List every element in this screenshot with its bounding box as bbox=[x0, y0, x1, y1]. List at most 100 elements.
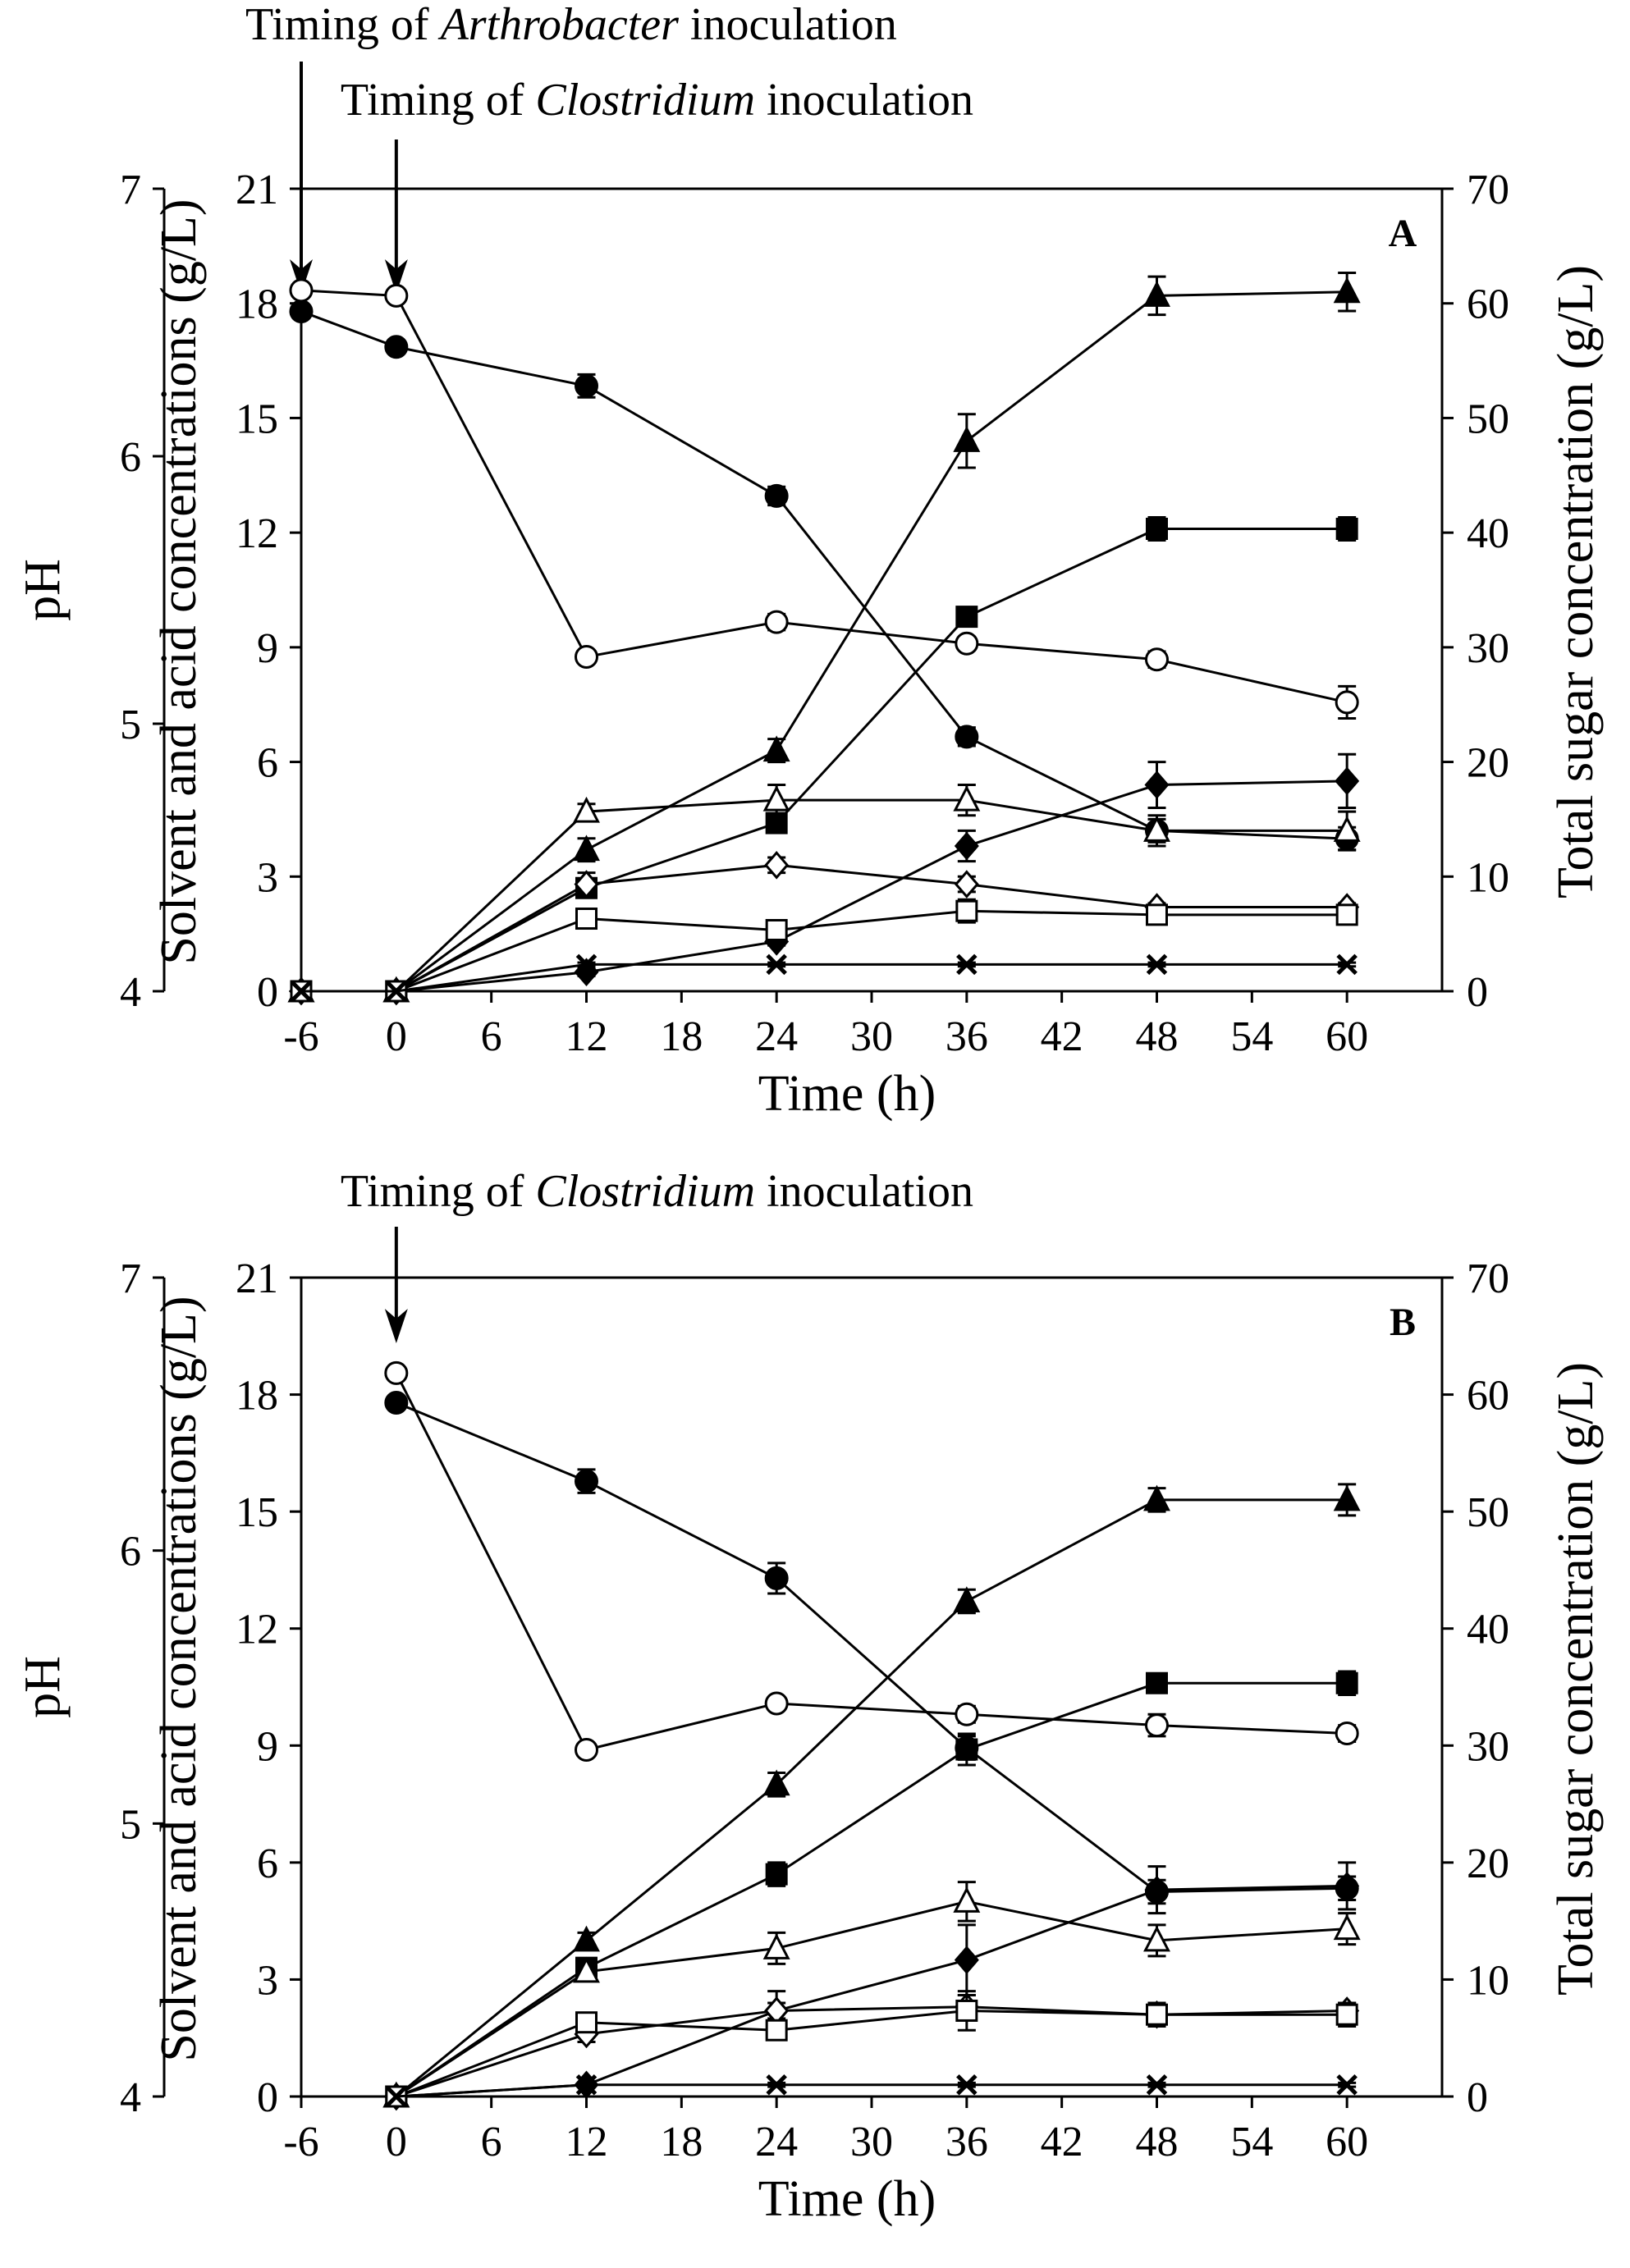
x-tick-label: 6 bbox=[481, 1013, 502, 1060]
annotation-text: inoculation bbox=[755, 75, 973, 126]
data-point bbox=[575, 373, 598, 398]
data-point bbox=[765, 918, 788, 941]
data-point bbox=[956, 953, 978, 976]
sugar-axis-title: Total sugar concentration (g/L) bbox=[1548, 265, 1604, 899]
x-tick-label: 24 bbox=[755, 2119, 798, 2165]
data-point bbox=[575, 1738, 598, 1763]
data-point bbox=[291, 981, 312, 1002]
data-point bbox=[1146, 2074, 1168, 2096]
conc-tick-label: 6 bbox=[257, 1840, 278, 1887]
data-point bbox=[954, 831, 979, 861]
data-point bbox=[765, 2019, 788, 2042]
inoculation-annotation: Timing of Clostridium inoculation bbox=[341, 75, 973, 126]
x-tick-label: 18 bbox=[660, 1013, 703, 1060]
inoculation-arrow-head bbox=[384, 1309, 408, 1343]
sugar-tick-label: 70 bbox=[1467, 167, 1509, 213]
series-circle-open bbox=[384, 1360, 1359, 1763]
conc-tick-label: 15 bbox=[236, 396, 278, 442]
series-line bbox=[301, 527, 1348, 993]
series-circle-open bbox=[289, 278, 1359, 720]
data-point bbox=[575, 645, 598, 669]
annotation-organism: Arthrobacter bbox=[437, 0, 680, 50]
data-point bbox=[384, 335, 409, 359]
conc-tick-label: 0 bbox=[257, 2074, 278, 2121]
series-line bbox=[396, 2009, 1348, 2098]
inoculation-arrow-head bbox=[384, 259, 408, 294]
conc-tick-label: 21 bbox=[236, 1255, 278, 1302]
conc-tick-label: 3 bbox=[257, 1957, 278, 2004]
panel-label: B bbox=[1390, 1301, 1416, 1344]
x-tick-label: 6 bbox=[481, 2119, 502, 2165]
series-triangle-open bbox=[287, 784, 1361, 1003]
data-point bbox=[955, 631, 979, 656]
sugar-tick-label: 40 bbox=[1467, 1607, 1509, 1653]
series-line bbox=[395, 1498, 1348, 2098]
x-tick-label: 12 bbox=[565, 2119, 608, 2165]
data-point bbox=[762, 1769, 790, 1796]
series-line bbox=[396, 1884, 1348, 2098]
x-tick-label: 48 bbox=[1136, 1013, 1179, 1060]
data-point bbox=[1146, 2003, 1168, 2026]
series-triangle-filled bbox=[382, 1483, 1361, 2108]
data-point bbox=[1333, 1484, 1361, 1511]
conc-tick-label: 15 bbox=[236, 1489, 278, 1536]
conc-axis-title: Solvent and acid concentrations (g/L) bbox=[151, 199, 207, 964]
data-point bbox=[954, 870, 979, 899]
data-point bbox=[955, 725, 979, 749]
x-tick-label: 60 bbox=[1326, 2119, 1368, 2165]
data-point bbox=[289, 278, 314, 303]
series-triangle-filled bbox=[287, 271, 1361, 1003]
series-diamond-open bbox=[383, 1992, 1360, 2111]
data-point bbox=[1143, 816, 1170, 842]
data-point bbox=[764, 1691, 789, 1716]
ph-axis-title: pH bbox=[15, 1656, 71, 1718]
sugar-tick-label: 30 bbox=[1467, 1723, 1509, 1770]
x-tick-label: 30 bbox=[850, 1013, 893, 1060]
data-point bbox=[1145, 1713, 1169, 1738]
sugar-tick-label: 10 bbox=[1467, 1957, 1509, 2004]
data-point bbox=[1333, 816, 1361, 842]
x-axis-title: Time (h) bbox=[758, 2171, 936, 2227]
series-line bbox=[395, 1372, 1348, 1752]
data-point bbox=[1144, 770, 1170, 799]
data-point bbox=[1336, 953, 1358, 976]
annotation-text: Timing of bbox=[341, 75, 536, 126]
data-point bbox=[1143, 1925, 1170, 1952]
series-x bbox=[386, 2074, 1358, 2107]
data-point bbox=[956, 2074, 978, 2096]
conc-tick-label: 9 bbox=[257, 1723, 278, 1770]
data-point bbox=[1335, 903, 1358, 926]
series-line bbox=[301, 863, 1348, 993]
inoculation-annotation: Timing of Arthrobacter inoculation bbox=[245, 0, 897, 50]
data-point bbox=[1146, 517, 1168, 540]
data-point bbox=[762, 735, 790, 762]
x-tick-label: 0 bbox=[386, 2119, 407, 2165]
x-tick-label: 48 bbox=[1136, 2119, 1179, 2165]
annotation-text: Timing of bbox=[245, 0, 441, 50]
data-point bbox=[764, 1566, 789, 1590]
x-tick-label: -6 bbox=[283, 1013, 318, 1060]
sugar-tick-label: 60 bbox=[1467, 1373, 1509, 1420]
x-tick-label: 18 bbox=[660, 2119, 703, 2165]
conc-tick-label: 18 bbox=[236, 281, 278, 328]
panel-label: A bbox=[1389, 212, 1417, 255]
conc-tick-label: 9 bbox=[257, 625, 278, 672]
data-point bbox=[1146, 953, 1168, 976]
data-point bbox=[1335, 1872, 1360, 1900]
data-point bbox=[955, 1999, 978, 2022]
annotation-text: Timing of bbox=[341, 1166, 536, 1217]
x-tick-label: 60 bbox=[1326, 1013, 1368, 1060]
sugar-tick-label: 0 bbox=[1467, 969, 1488, 1016]
data-point bbox=[765, 1863, 788, 1886]
sugar-tick-label: 30 bbox=[1467, 625, 1509, 672]
sugar-tick-label: 10 bbox=[1467, 854, 1509, 901]
conc-axis-title: Solvent and acid concentrations (g/L) bbox=[151, 1296, 207, 2061]
data-point bbox=[953, 784, 981, 812]
conc-tick-label: 6 bbox=[257, 740, 278, 787]
data-point bbox=[1143, 281, 1170, 307]
data-point bbox=[1145, 647, 1169, 672]
ph-tick-label: 4 bbox=[120, 2074, 141, 2121]
series-square-open bbox=[385, 1990, 1358, 2108]
x-tick-label: 42 bbox=[1041, 2119, 1083, 2165]
data-point bbox=[955, 899, 978, 922]
